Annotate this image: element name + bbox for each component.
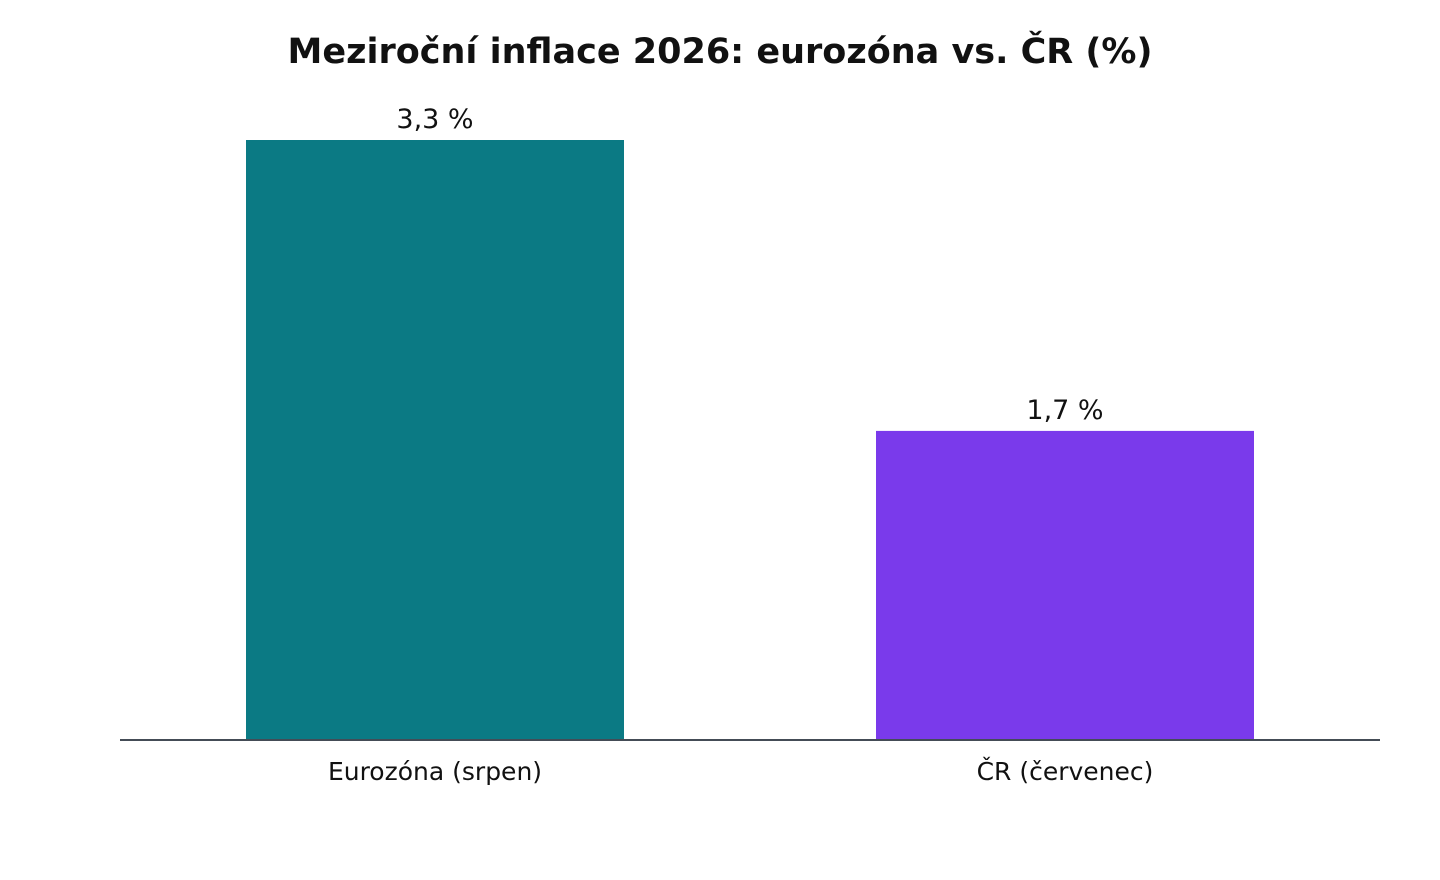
category-label-2: ČR (červenec)	[977, 756, 1154, 786]
chart-title: Meziroční inflace 2026: eurozóna vs. ČR …	[288, 30, 1153, 72]
value-labels-layer: 3,3 % 1,7 %	[396, 104, 1103, 426]
category-label-1: Eurozóna (srpen)	[328, 757, 542, 786]
value-label-1: 3,3 %	[396, 104, 473, 135]
value-label-2: 1,7 %	[1026, 395, 1103, 426]
bars-layer	[246, 140, 1254, 740]
bar-2	[876, 430, 1254, 740]
bar-1	[246, 140, 624, 740]
category-labels-layer: Eurozóna (srpen) ČR (červenec)	[328, 756, 1153, 786]
